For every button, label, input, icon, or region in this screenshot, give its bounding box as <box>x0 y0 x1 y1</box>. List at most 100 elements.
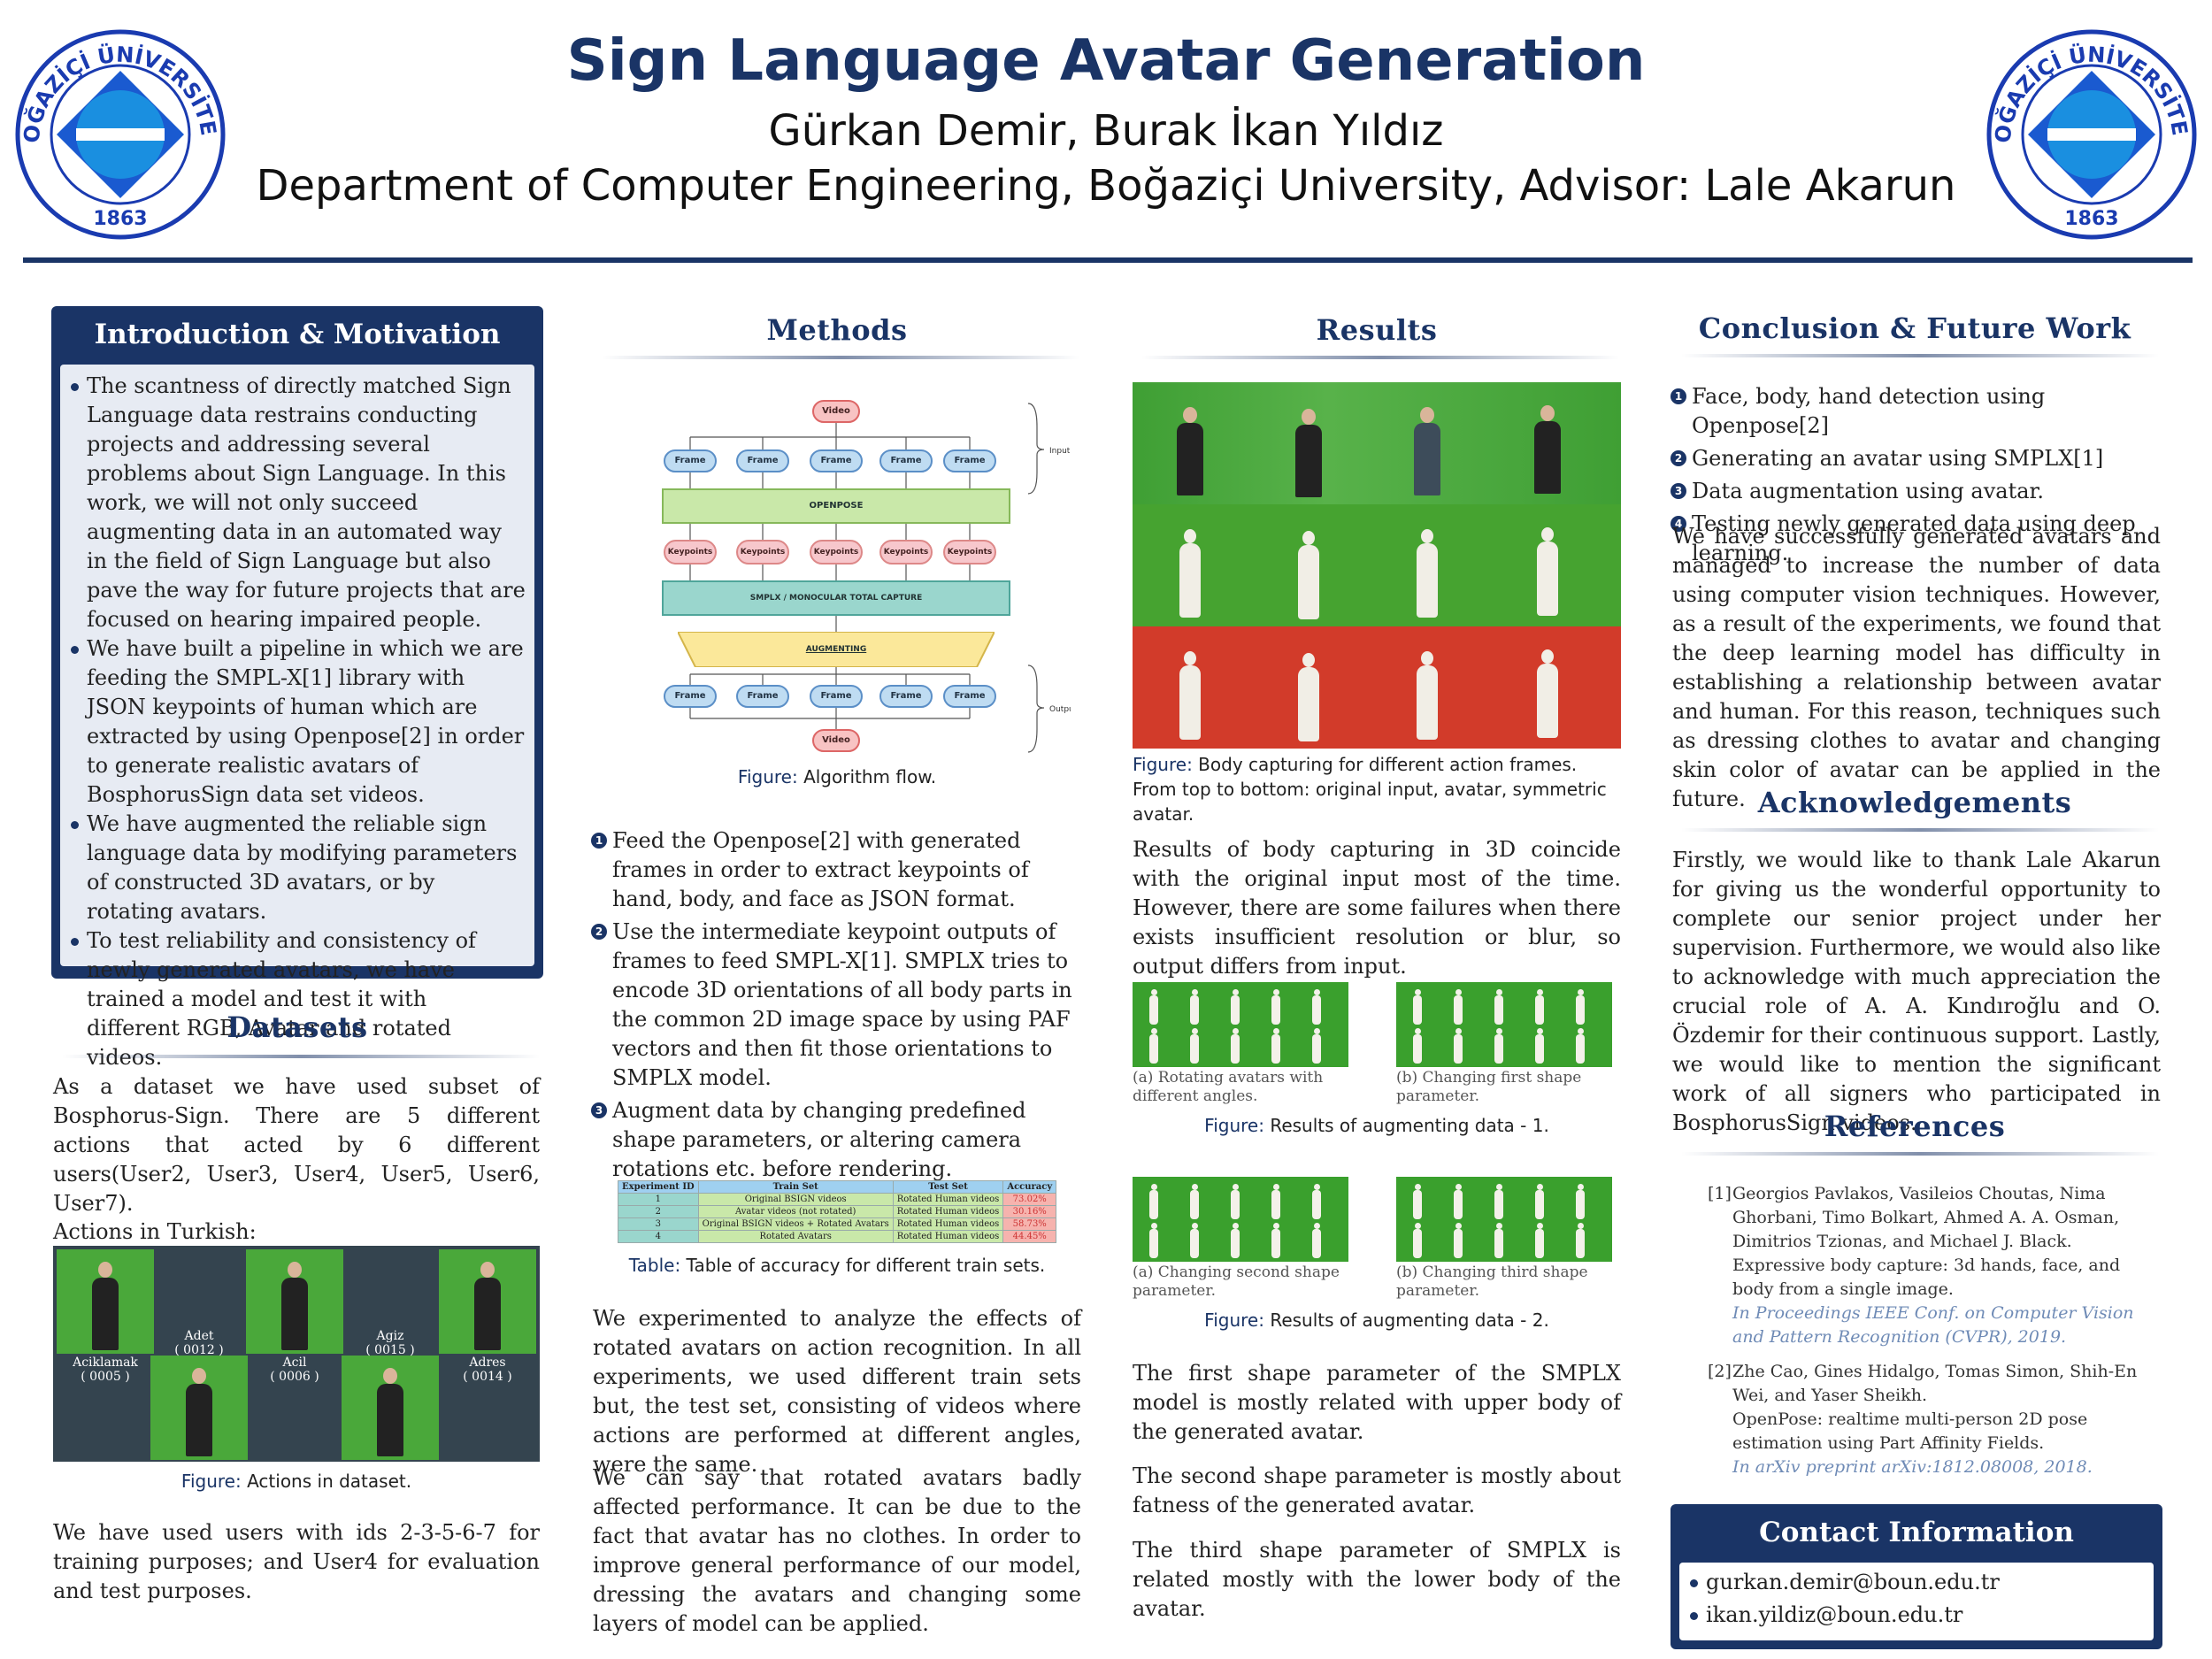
subcaption-d: (b) Changing third shape parameter. <box>1396 1263 1588 1300</box>
contact-box: Contact Information gurkan.demir@boun.ed… <box>1671 1504 2162 1649</box>
references-heading: References <box>1824 1110 2006 1143</box>
algorithm-flow-diagram: Input Output Video Frame Frame Frame Fra… <box>655 400 1071 756</box>
methods-para1: We experimented to analyze the effects o… <box>593 1306 1081 1477</box>
action-label: Adet( 0012 ) <box>174 1329 224 1357</box>
results-para1: Results of body capturing in 3D coincide… <box>1133 837 1621 979</box>
flow-frame: Frame <box>879 449 933 472</box>
table-row: 1 Original BSIGN videos Rotated Human vide… <box>618 1193 1057 1206</box>
university-logo-left: 1863 BOĞAZİÇİ ÜNİVERSİTESİ <box>14 28 226 240</box>
intro-box: Introduction & Motivation The scantness … <box>51 306 543 1070</box>
datasets-para2: We have used users with ids 2-3-5-6-7 fo… <box>53 1520 540 1603</box>
list-item: To test reliability and consistency of n… <box>67 926 526 1072</box>
flow-augmenting: AUGMENTING <box>805 645 867 654</box>
action-label: Adres( 0014 ) <box>463 1356 512 1384</box>
symmetric-avatar-row <box>1133 626 1621 749</box>
intro-bullets: The scantness of directly matched Sign L… <box>67 372 526 1072</box>
action-image <box>439 1249 536 1354</box>
action-label: Acil( 0006 ) <box>270 1356 319 1384</box>
methods-para2: We can say that rotated avatars badly af… <box>593 1465 1081 1636</box>
table-row: 2 Avatar videos (not rotated) Rotated Huma… <box>618 1205 1057 1218</box>
reference-item: [2] Zhe Cao, Gines Hidalgo, Tomas Simon,… <box>1708 1362 2138 1477</box>
flow-augmenting-shape <box>678 632 995 667</box>
accuracy-table: Experiment ID Train Set Test Set Accuracy 1… <box>618 1180 1057 1243</box>
datasets-heading: Datasets <box>227 1010 368 1044</box>
flow-keypoints: Keypoints <box>879 540 933 565</box>
flow-frame: Frame <box>943 449 996 472</box>
flow-connectors: Input Output <box>689 403 1071 753</box>
email-link[interactable]: ikan.yildiz@boun.edu.tr <box>1686 1601 2147 1630</box>
svg-text:Input: Input <box>1049 447 1071 456</box>
flow-video-in: Video <box>812 400 860 423</box>
action-image <box>57 1249 154 1354</box>
datasets-rule <box>62 1055 540 1058</box>
table-row: 3 Original BSIGN videos + Rotated Avatars… <box>618 1217 1057 1231</box>
contact-list: gurkan.demir@boun.edu.tr ikan.yildiz@bou… <box>1686 1568 2147 1630</box>
svg-text:1863: 1863 <box>93 208 147 230</box>
action-image <box>342 1356 439 1460</box>
flow-frame: Frame <box>664 685 717 708</box>
conclusion-rule <box>1681 354 2159 357</box>
results-body-capture-figure <box>1133 382 1621 749</box>
flow-frame: Frame <box>736 449 789 472</box>
action-label: Agiz( 0015 ) <box>365 1329 415 1357</box>
email-link[interactable]: gurkan.demir@boun.edu.tr <box>1686 1568 2147 1597</box>
methods-figure-caption: Figure: Algorithm flow. <box>737 766 937 787</box>
intro-body: The scantness of directly matched Sign L… <box>60 365 534 1070</box>
results-para3: The second shape parameter is mostly abo… <box>1133 1463 1621 1517</box>
flow-frame: Frame <box>879 685 933 708</box>
results-heading: Results <box>1316 313 1438 347</box>
contact-heading: Contact Information <box>1759 1517 2074 1548</box>
actions-label: Actions in Turkish: <box>53 1219 257 1244</box>
dataset-figure: Aciklamak( 0005 ) Adet( 0012 ) Acil( 000… <box>53 1246 540 1462</box>
second-shape-image <box>1133 1177 1348 1262</box>
flow-video-out: Video <box>812 729 860 752</box>
list-item: We have built a pipeline in which we are… <box>67 634 526 810</box>
subcaption-c: (a) Changing second shape parameter. <box>1133 1263 1340 1300</box>
results-rule <box>1141 356 1619 359</box>
flow-keypoints: Keypoints <box>736 540 789 565</box>
flow-keypoints: Keypoints <box>664 540 717 565</box>
methods-steps: 1 Feed the Openpose[2] with generated fra… <box>591 826 1083 1184</box>
datasets-para1: As a dataset we have used subset of Bosp… <box>53 1074 540 1216</box>
third-shape-image <box>1396 1177 1612 1262</box>
acknowledgements-rule <box>1681 828 2159 832</box>
list-item: 1 Face, body, hand detection using Openpo… <box>1671 382 2159 441</box>
subcaption-a: (a) Rotating avatars with different angl… <box>1133 1069 1324 1105</box>
flow-frame: Frame <box>943 685 996 708</box>
university-logo-right: 1863 BOĞAZİÇİ ÜNİVERSİTESİ <box>1985 28 2197 240</box>
flow-frame: Frame <box>810 685 863 708</box>
svg-text:Output: Output <box>1049 705 1071 714</box>
list-item: 1 Feed the Openpose[2] with generated fra… <box>591 826 1083 914</box>
conclusion-heading: Conclusion & Future Work <box>1698 311 2131 345</box>
intro-heading: Introduction & Motivation <box>94 319 501 350</box>
conclusion-list: 1 Face, body, hand detection using Openpo… <box>1671 382 2159 568</box>
acknowledgements-heading: Acknowledgements <box>1757 786 2072 819</box>
flow-keypoints: Keypoints <box>943 540 996 565</box>
original-input-row <box>1133 382 1621 504</box>
conclusion-para: We have successfully generated avatars a… <box>1672 524 2161 811</box>
results-figure1-caption: Figure: Body capturing for different act… <box>1133 754 1607 825</box>
table-caption: Table: Table of accuracy for different t… <box>628 1255 1046 1276</box>
list-item: 3 Data augmentation using avatar. <box>1671 477 2159 506</box>
references-rule <box>1681 1152 2159 1156</box>
svg-text:1863: 1863 <box>2064 208 2118 230</box>
list-item: The scantness of directly matched Sign L… <box>67 372 526 634</box>
header: 1863 BOĞAZİÇİ ÜNİVERSİTESİ 1863 BOĞAZİÇİ… <box>0 0 2212 265</box>
acknowledgements-para: Firstly, we would like to thank Lale Aka… <box>1672 848 2161 1135</box>
methods-rule <box>602 356 1079 359</box>
references-list: [1] Georgios Pavlakos, Vasileios Choutas… <box>1708 1182 2145 1479</box>
action-label: Aciklamak( 0005 ) <box>73 1356 138 1384</box>
avatar-row <box>1133 504 1621 626</box>
flow-frame: Frame <box>810 449 863 472</box>
list-item: 2 Generating an avatar using SMPLX[1] <box>1671 444 2159 473</box>
action-image <box>150 1356 248 1460</box>
flow-frame: Frame <box>664 449 717 472</box>
list-item: We have augmented the reliable sign lang… <box>67 810 526 926</box>
action-image <box>246 1249 343 1354</box>
flow-frame: Frame <box>736 685 789 708</box>
list-item: 2 Use the intermediate keypoint outputs o… <box>591 918 1083 1093</box>
list-item: 4 Testing newly generated data using deep… <box>1671 510 2159 568</box>
table-header-row: Experiment ID Train Set Test Set Accuracy <box>618 1180 1057 1194</box>
department: Department of Computer Engineering, Boğa… <box>256 161 1956 211</box>
first-shape-image <box>1396 982 1612 1067</box>
